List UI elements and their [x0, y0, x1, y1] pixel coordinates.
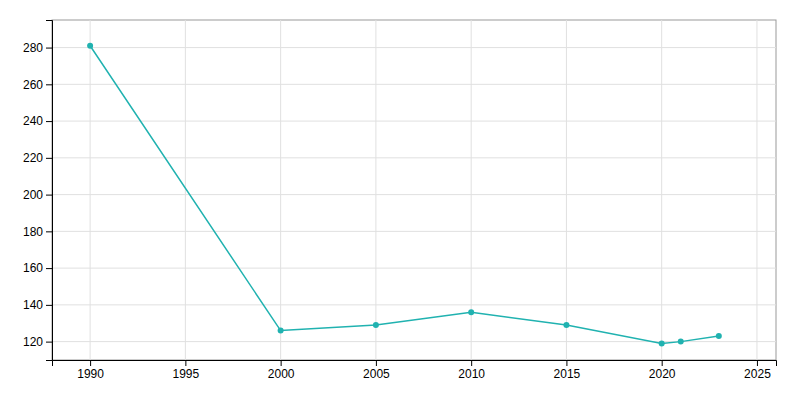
x-tick-label: 1990 [77, 367, 104, 381]
grid-line-y [52, 268, 776, 269]
x-tick: 2015 [554, 360, 581, 381]
y-tick: 140 [23, 298, 52, 312]
x-tick-mark [376, 360, 377, 366]
y-tick-label: 200 [23, 188, 43, 202]
y-axis: 120 140 160 180 200 220 240 260 280 [23, 21, 53, 361]
x-tick-label: 2005 [363, 367, 390, 381]
y-tick-label: 160 [23, 261, 43, 275]
point [659, 340, 665, 346]
x-tick-label: 2015 [554, 367, 581, 381]
x-tick-mark [281, 360, 282, 366]
x-tick: 2005 [363, 360, 390, 381]
x-tick-mark [471, 360, 472, 366]
point [373, 322, 379, 328]
y-tick-mark [46, 84, 52, 85]
y-tick-label: 140 [23, 298, 43, 312]
y-tick-mark [46, 158, 52, 159]
point [87, 43, 93, 49]
grid-line-y [52, 341, 776, 342]
x-tick-mark [757, 360, 758, 366]
y-tick-mark [46, 268, 52, 269]
x-tick-label: 2000 [268, 367, 295, 381]
chart: 1990 1995 2000 2005 2010 2015 2020 2025 120 140 16… [0, 0, 800, 400]
plot: 1990 1995 2000 2005 2010 2015 2020 2025 120 140 16… [23, 20, 777, 381]
y-tick-label: 120 [23, 335, 43, 349]
grid-line-x [756, 20, 757, 360]
grid-line-y [52, 84, 776, 85]
point [278, 328, 284, 334]
y-axis-line [46, 21, 53, 361]
x-tick-mark [90, 360, 91, 366]
y-tick-label: 280 [23, 41, 43, 55]
point [678, 339, 684, 345]
x-axis-line [53, 361, 777, 367]
x-tick-mark [566, 360, 567, 366]
y-tick-mark [46, 195, 52, 196]
point [716, 333, 722, 339]
y-tick-label: 240 [23, 114, 43, 128]
line [90, 46, 719, 344]
y-tick-label: 260 [23, 78, 43, 92]
x-axis: 1990 1995 2000 2005 2010 2015 2020 2025 [53, 360, 777, 381]
y-tick-mark [46, 121, 52, 122]
y-tick-mark [46, 342, 52, 343]
x-tick: 2010 [458, 360, 485, 381]
y-tick: 200 [23, 188, 52, 202]
y-tick: 160 [23, 261, 52, 275]
marks [87, 43, 722, 347]
x-tick: 1995 [173, 360, 200, 381]
y-tick-label: 220 [23, 151, 43, 165]
grid-line-y [52, 121, 776, 122]
y-tick-mark [46, 231, 52, 232]
grid-line-y [52, 47, 776, 48]
y-tick: 220 [23, 151, 52, 165]
x-tick: 2025 [744, 360, 771, 381]
x-tick-label: 2020 [649, 367, 676, 381]
y-tick: 180 [23, 225, 52, 239]
x-tick: 1990 [77, 360, 104, 381]
y-tick-mark [46, 48, 52, 49]
point [468, 309, 474, 315]
grid-line-x [90, 20, 91, 360]
x-tick-label: 2025 [744, 367, 771, 381]
x-tick: 2000 [268, 360, 295, 381]
grid-line-y [52, 231, 776, 232]
grid-line-x [566, 20, 567, 360]
point [563, 322, 569, 328]
grid-line-x [280, 20, 281, 360]
y-tick: 120 [23, 335, 52, 349]
x-tick-label: 2010 [458, 367, 485, 381]
x-tick-label: 1995 [173, 367, 200, 381]
grid-line-y [52, 157, 776, 158]
plot-frame [52, 20, 776, 360]
grid-line-y [52, 304, 776, 305]
grid-line-y [52, 194, 776, 195]
grid-line-x [661, 20, 662, 360]
y-tick-label: 180 [23, 225, 43, 239]
grid-line-x [471, 20, 472, 360]
x-tick: 2020 [649, 360, 676, 381]
grid [52, 20, 776, 360]
grid-line-x [375, 20, 376, 360]
y-tick: 280 [23, 41, 52, 55]
x-tick-mark [662, 360, 663, 366]
y-tick-mark [46, 305, 52, 306]
y-tick: 240 [23, 114, 52, 128]
x-tick-mark [185, 360, 186, 366]
y-tick: 260 [23, 78, 52, 92]
